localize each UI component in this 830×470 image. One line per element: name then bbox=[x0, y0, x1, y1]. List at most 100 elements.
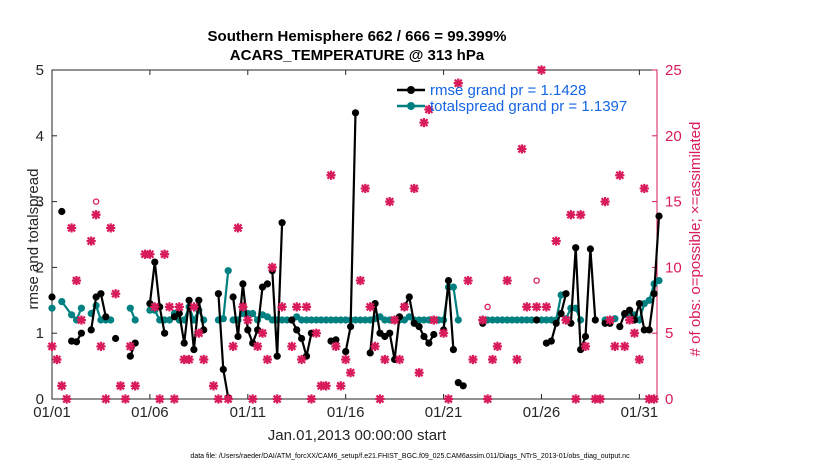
rmse-point bbox=[229, 293, 237, 301]
rmse-point bbox=[405, 293, 413, 301]
obs-assimilated-marker bbox=[311, 328, 321, 338]
obs-assimilated-marker bbox=[438, 328, 449, 338]
x-tick-label: 01/26 bbox=[523, 404, 561, 421]
rmse-line bbox=[232, 282, 269, 347]
totalspread-point bbox=[219, 315, 227, 323]
rmse-line bbox=[271, 222, 284, 357]
rmse-point bbox=[293, 326, 301, 334]
obs-assimilated-marker bbox=[409, 183, 419, 194]
obs-assimilated-marker bbox=[66, 223, 77, 233]
obs-possible-marker bbox=[533, 277, 540, 284]
rmse-line bbox=[369, 303, 401, 360]
obs-assimilated-marker bbox=[424, 104, 434, 115]
rmse-point bbox=[645, 326, 653, 334]
rmse-point bbox=[366, 349, 374, 357]
rmse-point bbox=[195, 296, 203, 304]
obs-assimilated-marker bbox=[86, 236, 96, 246]
x-tick-label: 01/31 bbox=[621, 404, 659, 421]
obs-assimilated-marker bbox=[130, 381, 140, 391]
obs-assimilated-marker bbox=[610, 341, 620, 351]
rmse-line bbox=[344, 112, 357, 352]
rmse-point bbox=[77, 329, 85, 337]
rmse-point bbox=[444, 277, 453, 285]
obs-assimilated-marker bbox=[639, 183, 649, 194]
rmse-point bbox=[190, 346, 198, 354]
obs-assimilated-marker bbox=[267, 262, 277, 272]
rmse-point bbox=[577, 346, 585, 354]
rmse-point bbox=[386, 329, 394, 337]
obs-assimilated-marker bbox=[649, 394, 659, 404]
footer-data-file: data file: /Users/raeder/DAI/ATM_forcXX/… bbox=[190, 453, 630, 460]
obs-assimilated-marker bbox=[615, 170, 625, 180]
obs-assimilated-marker bbox=[502, 275, 512, 286]
obs-assimilated-marker bbox=[140, 249, 150, 259]
y2-tick-label: 20 bbox=[665, 128, 682, 145]
rmse-point bbox=[48, 293, 56, 301]
rmse-point bbox=[347, 323, 355, 331]
obs-assimilated-marker bbox=[419, 118, 429, 128]
obs-assimilated-marker bbox=[306, 394, 317, 404]
rmse-point bbox=[395, 313, 404, 321]
obs-assimilated-marker bbox=[566, 210, 576, 220]
obs-assimilated-marker bbox=[301, 302, 312, 312]
obs-assimilated-marker bbox=[634, 354, 644, 365]
y2-tick-label: 5 bbox=[665, 325, 673, 342]
rmse-point bbox=[557, 309, 565, 318]
rmse-point bbox=[449, 346, 457, 354]
obs-assimilated-marker bbox=[390, 315, 400, 325]
rmse-point bbox=[151, 258, 159, 266]
obs-assimilated-marker bbox=[262, 354, 272, 365]
rmse-point bbox=[175, 309, 183, 318]
obs-assimilated-marker bbox=[292, 302, 302, 312]
rmse-point bbox=[102, 313, 110, 321]
obs-assimilated-marker bbox=[629, 328, 640, 338]
y2-tick-label: 0 bbox=[665, 391, 673, 408]
x-tick-label: 01/11 bbox=[230, 404, 266, 421]
rmse-point bbox=[131, 339, 139, 347]
obs-assimilated-marker bbox=[248, 394, 258, 404]
obs-assimilated-marker bbox=[571, 394, 581, 404]
rmse-point bbox=[415, 323, 423, 331]
rmse-point bbox=[430, 330, 438, 339]
rmse-point bbox=[616, 323, 624, 331]
obs-assimilated-marker bbox=[463, 275, 473, 286]
obs-assimilated-marker bbox=[120, 394, 131, 404]
obs-assimilated-marker bbox=[321, 381, 331, 391]
obs-assimilated-marker bbox=[580, 341, 591, 351]
rmse-point bbox=[112, 334, 120, 343]
totalspread-point bbox=[131, 316, 139, 324]
totalspread-point bbox=[454, 316, 462, 324]
obs-assimilated-marker bbox=[96, 341, 106, 351]
obs-assimilated-marker bbox=[620, 341, 630, 351]
rmse-point bbox=[298, 334, 306, 343]
obs-assimilated-marker bbox=[453, 78, 463, 88]
obs-assimilated-marker bbox=[576, 210, 586, 220]
obs-assimilated-marker bbox=[517, 144, 527, 154]
chart-subtitle: ACARS_TEMPERATURE @ 313 hPa bbox=[230, 47, 485, 64]
rmse-point bbox=[244, 326, 252, 334]
obs-assimilated-marker bbox=[536, 65, 547, 75]
obs-assimilated-marker bbox=[287, 341, 297, 351]
totalspread-point bbox=[68, 311, 76, 319]
rmse-point bbox=[185, 296, 193, 304]
obs-count-layer bbox=[47, 65, 659, 404]
obs-assimilated-marker bbox=[238, 302, 248, 312]
obs-assimilated-marker bbox=[47, 341, 57, 351]
obs-assimilated-marker bbox=[414, 368, 424, 378]
legend-rmse-marker bbox=[407, 86, 415, 94]
rmse-point bbox=[219, 365, 227, 373]
obs-assimilated-marker bbox=[605, 315, 615, 325]
obs-assimilated-marker bbox=[257, 328, 268, 338]
obs-assimilated-marker bbox=[531, 302, 542, 312]
series-rmse bbox=[48, 109, 663, 402]
obs-assimilated-marker bbox=[277, 302, 287, 312]
totalspread-point bbox=[449, 283, 457, 291]
rmse-point bbox=[146, 300, 154, 308]
obs-assimilated-marker bbox=[233, 223, 243, 233]
rmse-point bbox=[351, 109, 360, 117]
obs-assimilated-marker bbox=[145, 249, 155, 259]
rmse-line bbox=[442, 280, 455, 350]
y-tick-label: 1 bbox=[36, 325, 44, 342]
